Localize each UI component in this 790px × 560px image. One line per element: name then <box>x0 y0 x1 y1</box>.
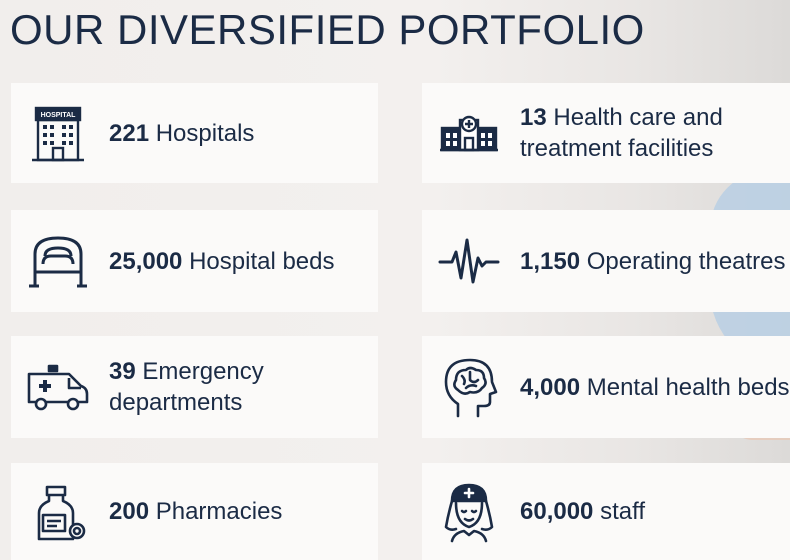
hospital-bed-icon <box>25 228 91 294</box>
stat-text: 13 Health care and treatment facilities <box>520 102 790 164</box>
stat-card-mental-health-beds: 4,000 Mental health beds <box>422 336 790 438</box>
stat-text: 1,150 Operating theatres <box>520 246 786 277</box>
stat-text: 221 Hospitals <box>109 118 254 149</box>
head-brain-icon <box>436 354 502 420</box>
stat-value: 25,000 <box>109 247 183 275</box>
heartbeat-pulse-icon <box>436 228 502 294</box>
stat-text: 39 Emergency departments <box>109 356 378 418</box>
stat-text: 25,000 Hospital beds <box>109 246 335 277</box>
stat-value: 4,000 <box>520 373 581 401</box>
stat-label: Hospital beds <box>189 247 335 275</box>
stat-value: 221 <box>109 119 150 147</box>
stat-value: 1,150 <box>520 247 581 275</box>
stat-card-health-care-facilities: 13 Health care and treatment facilities <box>422 83 790 183</box>
health-facility-icon <box>436 100 502 166</box>
stat-value: 200 <box>109 498 150 525</box>
ambulance-icon <box>25 354 91 420</box>
stat-card-hospital-beds: 25,000 Hospital beds <box>11 210 378 312</box>
stat-label: Emergency departments <box>109 358 264 416</box>
hospital-building-icon: HOSPITAL <box>25 100 91 166</box>
stat-card-emergency-departments: 39 Emergency departments <box>11 336 378 438</box>
stat-label: Health care and treatment facilities <box>520 104 723 162</box>
stat-card-staff: 60,000 staff <box>422 463 790 560</box>
stat-card-operating-theatres: 1,150 Operating theatres <box>422 210 790 312</box>
stat-value: 60,000 <box>520 498 594 525</box>
stat-label: Operating theatres <box>586 247 786 275</box>
svg-text:HOSPITAL: HOSPITAL <box>41 112 77 119</box>
stat-label: staff <box>600 498 645 525</box>
page-title: OUR DIVERSIFIED PORTFOLIO <box>10 6 645 53</box>
stat-text: 200 Pharmacies <box>109 496 282 527</box>
stat-text: 4,000 Mental health beds <box>520 372 790 403</box>
stat-label: Mental health beds <box>586 373 790 401</box>
stat-value: 13 <box>520 104 547 131</box>
stat-card-pharmacies: 200 Pharmacies <box>11 463 378 560</box>
stat-label: Pharmacies <box>155 498 283 525</box>
stat-label: Hospitals <box>155 119 255 147</box>
stat-card-hospitals: HOSPITAL 221 Hospitals <box>11 83 378 183</box>
stat-value: 39 <box>109 358 136 385</box>
medicine-bottle-icon <box>25 479 91 545</box>
nurse-icon <box>436 479 502 545</box>
stat-text: 60,000 staff <box>520 496 645 527</box>
